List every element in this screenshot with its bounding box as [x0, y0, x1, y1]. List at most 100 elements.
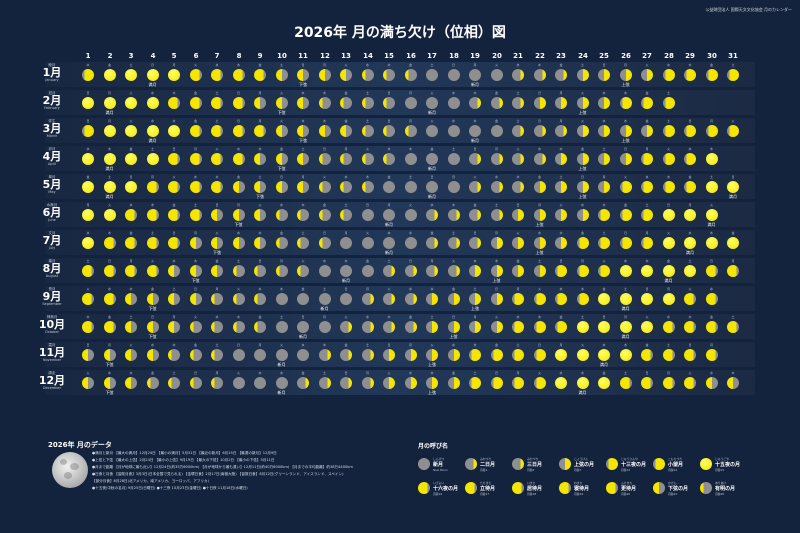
month-old-name: 文月: [48, 231, 56, 235]
weekday-label: 火: [516, 231, 520, 235]
moon-phase-icon: [82, 293, 94, 305]
moon-phase-icon: [490, 125, 503, 137]
month-label-12: 師走 12月 December: [33, 371, 71, 390]
weekday-label: 土: [387, 259, 391, 263]
weekday-label: 土: [623, 371, 627, 375]
moon-phase-icon: [576, 69, 589, 81]
weekday-label: 火: [150, 259, 154, 263]
weekday-label: 火: [688, 371, 692, 375]
weekday-label: 水: [193, 175, 197, 179]
moon-phase-icon: [447, 97, 460, 109]
month-band: [45, 62, 755, 87]
weekday-label: 水: [129, 203, 133, 207]
moon-phase-icon: [103, 181, 116, 193]
moon-phase-icon: [404, 181, 417, 193]
moon-name: 下弦の月: [668, 486, 689, 492]
weekday-label: 月: [473, 63, 477, 67]
day-number-7: 7: [214, 52, 220, 60]
month-english-name: November: [42, 358, 62, 362]
weekday-label: 水: [516, 63, 520, 67]
phase-label: 上弦: [471, 306, 479, 311]
weekday-label: 月: [172, 63, 176, 67]
weekday-label: 火: [430, 119, 434, 123]
weekday-label: 土: [731, 63, 735, 67]
weekday-label: 土: [451, 147, 455, 151]
weekday-label: 月: [623, 315, 627, 319]
weekday-label: 月: [666, 287, 670, 291]
weekday-label: 木: [258, 231, 262, 235]
phase-label: 新月: [277, 362, 286, 367]
phase-label: 新月: [299, 334, 307, 339]
weekday-label: 月: [279, 259, 283, 263]
month-old-name: 師走: [48, 371, 56, 375]
month-label-2: 如月 2月 February: [33, 91, 71, 110]
moon-phase-icon: [340, 97, 352, 109]
month-band: [45, 342, 755, 367]
moon-phase-icon: [512, 97, 524, 109]
moon-phase-icon: [404, 293, 417, 305]
month-name: 12月: [38, 374, 66, 387]
moon-phase-icon: [146, 377, 159, 389]
moon-phase-icon: [82, 153, 94, 165]
moon-phase-icon: [232, 153, 245, 165]
weekday-label: 月: [258, 91, 262, 95]
moon-phase-icon: [404, 321, 417, 333]
moon-phase-icon: [555, 181, 567, 193]
weekday-label: 日: [430, 175, 434, 179]
weekday-label: 木: [408, 147, 412, 151]
moon-phase-icon: [361, 181, 374, 193]
moon-name-note: 月齢22: [668, 492, 678, 496]
moon-phase-icon: [297, 97, 309, 109]
moon-phase-icon: [512, 377, 524, 389]
moon-phase-icon: [576, 265, 589, 277]
moon-phase-icon: [211, 321, 223, 333]
moon-phase-icon: [619, 181, 632, 193]
weekday-label: 土: [709, 175, 713, 179]
moon-phase-icon: [211, 349, 223, 361]
weekday-label: 土: [516, 119, 520, 123]
moon-phase-icon: [641, 237, 653, 249]
weekday-label: 金: [193, 343, 197, 347]
moon-phase-icon: [512, 181, 524, 193]
phase-label: 満月: [578, 390, 587, 395]
weekday-label: 月: [322, 315, 326, 319]
moon-phase-icon: [705, 153, 718, 165]
month-name: 5月: [42, 178, 62, 191]
weekday-label: 木: [236, 63, 240, 67]
moon-name-note: 月齢1: [480, 468, 488, 472]
moon-name-kana: みかづき: [480, 457, 492, 461]
weekday-label: 月: [645, 147, 649, 151]
weekday-label: 木: [279, 371, 283, 375]
moon-phase-icon: [662, 265, 675, 277]
weekday-label: 日: [322, 231, 326, 235]
moon-name-note: 月齢20: [621, 492, 631, 496]
weekday-label: 火: [215, 147, 219, 151]
moon-phase-icon: [232, 69, 245, 81]
phase-label: 下弦: [148, 306, 157, 311]
month-old-name: 皐月: [48, 175, 56, 179]
weekday-label: 月: [516, 371, 520, 375]
moon-phase-icon: [146, 293, 159, 305]
weekday-label: 金: [559, 315, 563, 319]
weekday-label: 土: [580, 315, 584, 319]
moon-name-note: 月齢16: [433, 492, 443, 496]
moon-phase-icon: [254, 293, 266, 305]
weekday-label: 火: [344, 63, 348, 67]
month-name: 6月: [42, 206, 62, 219]
weekday-label: 土: [451, 231, 455, 235]
moon-phase-icon: [318, 153, 331, 165]
weekday-label: 火: [279, 119, 283, 123]
weekday-label: 日: [451, 63, 455, 67]
weekday-label: 日: [494, 287, 498, 291]
phase-label: 下弦: [299, 138, 307, 143]
moon-phase-icon: [82, 377, 94, 389]
weekday-label: 土: [322, 287, 326, 291]
moon-phase-icon: [705, 125, 718, 137]
moon-phase-icon: [125, 97, 137, 109]
weekday-label: 火: [559, 203, 563, 207]
weekday-label: 月: [344, 147, 348, 151]
weekday-label: 木: [516, 175, 520, 179]
moon-phase-icon: [533, 349, 546, 361]
weekday-label: 日: [150, 315, 154, 319]
weekday-label: 火: [258, 203, 262, 207]
